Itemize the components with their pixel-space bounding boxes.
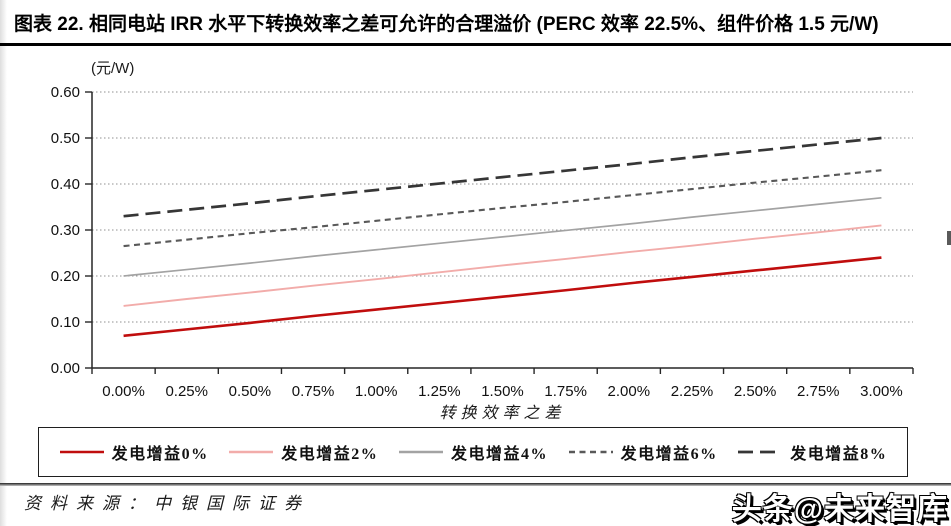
x-tick-label: 3.00% [860,383,903,400]
figure-title: 图表 22. 相同电站 IRR 水平下转换效率之差可允许的合理溢价 (PERC … [14,14,879,35]
legend-label: 发电增益0% [111,446,209,463]
legend-label: 发电增益2% [281,446,379,463]
y-tick-label: 0.10 [51,314,80,331]
x-tick-label: 1.25% [418,383,461,400]
x-tick-label: 0.50% [229,383,272,400]
watermark-text: 头条@未来智库 [731,493,948,526]
y-tick-label: 0.50 [51,130,80,147]
gridlines [92,91,913,323]
x-axis-title: 转换效率之差 [439,404,565,422]
legend-item: 发电增益0% [59,440,209,464]
y-axis-unit-label: (元/W) [91,60,135,77]
series-lines [123,136,882,338]
y-axis-ticks: 0.00 0.10 0.20 0.30 0.40 0.50 0.60 [51,84,92,377]
series-line [123,224,882,307]
legend-item: 发电增益6% [568,440,718,464]
legend-line-swatch [568,450,613,454]
x-tick-label: 1.75% [544,383,587,400]
series-line [123,136,882,218]
legend-item: 发电增益2% [228,440,378,464]
legend-label: 发电增益4% [450,446,548,463]
footer-divider [0,483,951,486]
x-tick-label: 2.50% [734,383,777,400]
legend-line-swatch [229,450,274,454]
legend-label: 发电增益6% [620,446,718,463]
x-tick-label: 1.00% [355,383,398,400]
series-line [123,169,882,248]
x-tick-label: 0.00% [102,383,145,400]
y-tick-label: 0.30 [51,222,80,239]
legend-label: 发电增益8% [790,446,888,463]
x-tick-label: 2.25% [671,383,714,400]
y-tick-label: 0.60 [51,84,80,101]
y-tick-label: 0.20 [51,268,80,285]
y-tick-label: 0.00 [51,360,80,377]
x-tick-label: 0.25% [165,383,208,400]
legend-item: 发电增益8% [737,440,887,464]
x-tick-label: 0.75% [292,383,335,400]
source-note: 资料来源：中银国际证券 [24,494,310,513]
right-edge-artifact [947,231,951,245]
x-tick-label: 2.00% [608,383,651,400]
line-chart: 0.000.100.200.300.400.500.600.00% 0.25% 0.… [51,84,914,422]
title-divider [0,43,951,46]
series-line [123,196,882,277]
series-line [123,256,882,338]
x-axis-ticks: 0.00% 0.25% 0.50% 0.75% 1.00% 1.25% 1.50% 1.75%… [91,368,914,400]
y-tick-label: 0.40 [51,176,80,193]
x-tick-label: 2.75% [797,383,840,400]
legend-item: 发电增益4% [398,440,548,464]
x-tick-label: 1.50% [481,383,524,400]
page-edge-shadow [0,0,7,526]
chart-legend: 发电增益0% 发电增益2% 发电增益4% 发电增益6% 发电增益8% [38,427,908,477]
legend-line-swatch [59,450,104,454]
legend-line-swatch [398,450,443,454]
legend-line-swatch [738,450,783,454]
